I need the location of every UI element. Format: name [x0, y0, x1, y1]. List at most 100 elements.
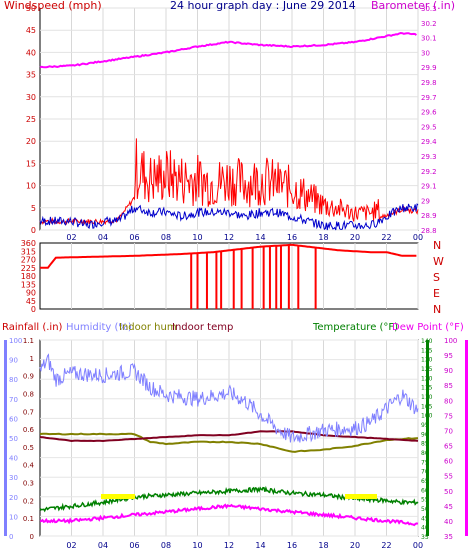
wind-x-tick-2: 06 [129, 233, 139, 242]
temp-x-tick-10: 22 [381, 541, 391, 550]
compass-n-4: N [433, 303, 441, 316]
baro-tick-2: 29 [421, 197, 430, 205]
rain-tick-8: 0.8 [23, 390, 34, 398]
temp-x-tick-6: 14 [255, 541, 265, 550]
wind-x-tick-0: 02 [66, 233, 76, 242]
baro-tick-15: 30.3 [421, 5, 437, 13]
dir-tick-7: 315 [21, 247, 36, 256]
direction-spike-1 [196, 253, 199, 309]
dir-tick-1: 45 [26, 297, 36, 306]
indoor-temp-line [39, 430, 419, 443]
temp-x-tick-7: 16 [287, 541, 297, 550]
indoor-humidity-line [39, 432, 419, 453]
temp-tick-7: 70 [421, 469, 429, 476]
baro-tick-5: 29.3 [421, 153, 437, 161]
dir-tick-8: 360 [21, 239, 36, 248]
direction-spike-14 [314, 247, 317, 309]
temp-panel-x-ticks: 02 04 06 08 10 12 14 16 18 20 22 00 [66, 541, 423, 550]
direction-spikes [190, 245, 317, 309]
wind-tick-1: 5 [31, 204, 36, 213]
legend-2: Indoor hum [119, 322, 177, 333]
baro-tick-11: 29.9 [421, 64, 437, 72]
baro-tick-8: 29.6 [421, 109, 437, 117]
dew-tick-7: 70 [444, 427, 453, 435]
wind-direction-line [40, 243, 417, 269]
temp-tick-6: 65 [421, 478, 429, 485]
compass-e-3: E [433, 287, 440, 300]
rain-tick-7: 0.7 [23, 408, 34, 416]
direction-spike-8 [262, 246, 265, 309]
dew-tick-4: 55 [444, 473, 453, 481]
legend-0: Rainfall (.in) [2, 322, 63, 333]
humidity-tick-10: 100 [9, 337, 22, 345]
wind-tick-2: 10 [26, 182, 36, 191]
wind-panel-y-ticks-right: 28.8 28.9 29 29.1 29.2 29.3 29.4 29.5 29.6 29.7 29… [421, 5, 437, 235]
windspeed-axis-label: Windspeed (mph) [4, 0, 102, 12]
dir-tick-2: 90 [26, 289, 36, 298]
rain-tick-2: 0.2 [23, 497, 34, 505]
temp-tick-4: 55 [421, 497, 429, 504]
wind-x-tick-1: 04 [98, 233, 108, 242]
direction-spike-7 [251, 247, 254, 309]
temp-x-tick-3: 08 [161, 541, 171, 550]
wind-panel-x-ticks: 02 04 06 08 10 12 14 16 18 20 22 00 [66, 233, 423, 242]
dir-tick-5: 225 [21, 264, 36, 273]
humidity-tick-4: 40 [9, 455, 18, 463]
dew-tick-5: 60 [444, 458, 453, 466]
sunrise-marker [101, 494, 135, 499]
rain-tick-4: 0.4 [23, 462, 35, 470]
humidity-tick-8: 80 [9, 376, 18, 384]
temp-tick-10: 85 [421, 441, 429, 448]
rain-tick-0: 0 [30, 533, 34, 541]
rainfall-y-ticks: 0 0.1 0.2 0.3 0.4 0.5 0.6 0.7 0.8 0.9 1 1.1 [23, 337, 35, 541]
temp-tick-8: 75 [421, 459, 429, 466]
legend-4: Temperature (°F) [312, 322, 398, 333]
dew-tick-0: 35 [444, 533, 453, 541]
temp-panel-grid [40, 339, 419, 537]
direction-spike-2 [205, 252, 208, 309]
baro-tick-13: 30.1 [421, 35, 437, 43]
wind-tick-9: 45 [26, 26, 36, 35]
temp-tick-5: 60 [421, 487, 429, 494]
rain-tick-9: 0.9 [23, 373, 34, 381]
legend-3: Indoor temp [172, 322, 233, 333]
temp-x-tick-0: 02 [66, 541, 76, 550]
direction-spike-9 [268, 246, 271, 309]
direction-spike-13 [297, 245, 300, 309]
baro-tick-12: 30 [421, 49, 430, 57]
wind-x-tick-5: 12 [224, 233, 234, 242]
direction-spike-5 [232, 249, 235, 309]
legend-5: Dew Point (°F) [392, 322, 464, 333]
temp-tick-3: 50 [421, 506, 429, 513]
temp-x-tick-8: 18 [318, 541, 328, 550]
wind-tick-4: 20 [26, 137, 36, 146]
humidity-y-ticks: 0 10 20 30 40 50 60 70 80 90 100 [9, 337, 22, 541]
direction-spike-3 [215, 251, 218, 309]
humidity-line [39, 353, 419, 443]
temp-tick-9: 80 [421, 450, 429, 457]
barometer-axis-label: Barometer (.in) [371, 0, 455, 12]
wind-tick-7: 35 [26, 71, 36, 80]
dew-tick-9: 80 [444, 397, 453, 405]
direction-spike-11 [279, 245, 282, 309]
baro-tick-9: 29.7 [421, 94, 437, 102]
dew-tick-10: 85 [444, 382, 453, 390]
average-wind-line [39, 203, 419, 231]
humidity-tick-0: 0 [9, 533, 13, 541]
direction-spike-10 [275, 245, 278, 309]
temp-x-tick-5: 12 [224, 541, 234, 550]
baro-tick-4: 29.2 [421, 168, 437, 176]
rain-tick-3: 0.3 [23, 480, 34, 488]
wind-tick-10: 50 [26, 4, 36, 13]
dir-tick-3: 135 [21, 280, 36, 289]
wind-x-tick-11: 00 [413, 233, 423, 242]
wind-tick-5: 25 [26, 115, 36, 124]
temp-x-tick-9: 20 [350, 541, 360, 550]
temp-tick-0: 35 [421, 534, 429, 541]
